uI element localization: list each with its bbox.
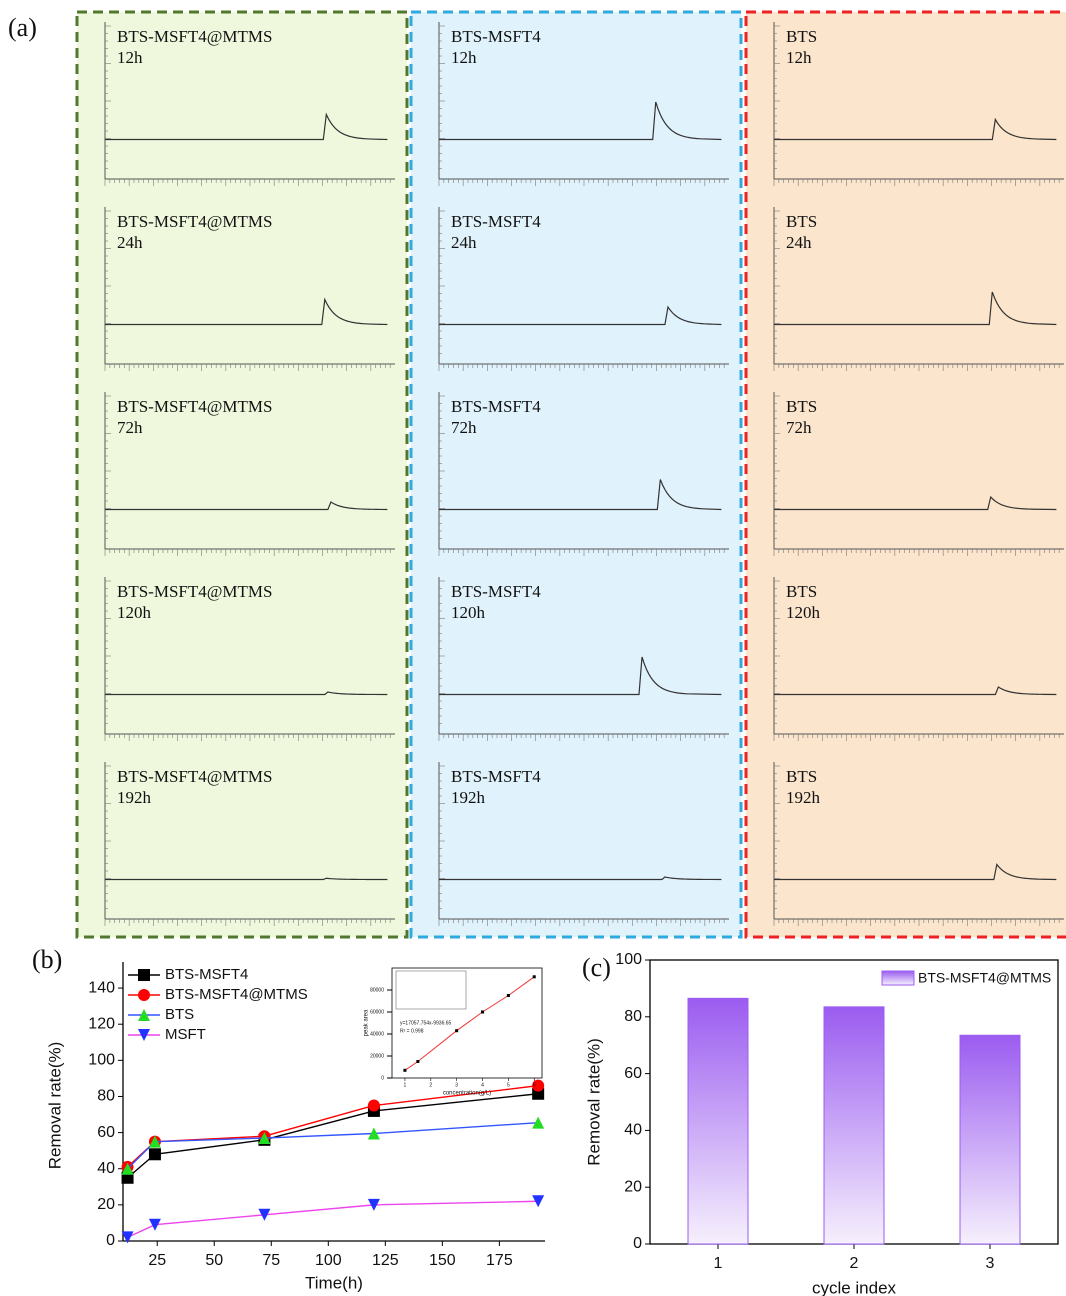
x-tick-label: 175 — [486, 1252, 513, 1269]
x-tick-label: 2 — [429, 1082, 432, 1088]
sample-time: 120h — [786, 603, 821, 622]
sample-time: 192h — [451, 788, 486, 807]
y-tick-label: 20 — [97, 1196, 115, 1213]
sample-name: BTS — [786, 212, 817, 231]
y-tick-label: 60000 — [370, 1009, 384, 1015]
x-tick-label: 125 — [372, 1252, 399, 1269]
x-tick-label: 6 — [533, 1082, 536, 1088]
y-tick-label: 20 — [624, 1178, 642, 1195]
x-tick-label: 1 — [714, 1255, 723, 1272]
legend-swatch — [882, 971, 914, 985]
bar — [960, 1035, 1020, 1244]
y-tick-label: 40000 — [370, 1031, 384, 1037]
legend-label: BTS-MSFT4 — [165, 966, 248, 983]
y-tick-label: 20000 — [370, 1053, 384, 1059]
y-tick-label: 80 — [624, 1008, 642, 1025]
x-tick-label: 5 — [507, 1082, 510, 1088]
legend-label: BTS — [165, 1006, 194, 1023]
sample-time: 192h — [117, 788, 152, 807]
x-tick-label: 50 — [205, 1252, 223, 1269]
y-tick-label: 40 — [97, 1160, 115, 1177]
sample-time: 12h — [786, 48, 812, 67]
y-axis-label: Removal rate(%) — [45, 1042, 64, 1170]
sample-time: 12h — [451, 48, 477, 67]
sample-time: 12h — [117, 48, 143, 67]
sample-name: BTS — [786, 397, 817, 416]
y-axis-label: Removal rate(%) — [584, 1038, 603, 1166]
inset-point — [416, 1060, 419, 1063]
y-tick-label: 0 — [633, 1235, 642, 1252]
sample-name: BTS-MSFT4 — [451, 397, 541, 416]
y-tick-label: 0 — [381, 1075, 384, 1081]
sample-name: BTS — [786, 582, 817, 601]
inset-x-label: concentration(g/L) — [443, 1091, 491, 1097]
inset-point — [481, 1011, 484, 1014]
x-tick-label: 100 — [315, 1252, 342, 1269]
legend-marker — [138, 969, 150, 981]
sample-time: 24h — [786, 233, 812, 252]
sample-name: BTS — [786, 767, 817, 786]
y-tick-label: 140 — [88, 979, 115, 996]
sample-name: BTS-MSFT4@MTMS — [117, 767, 272, 786]
inset-point — [403, 1069, 406, 1072]
x-axis-label: Time(h) — [305, 1273, 363, 1292]
sample-name: BTS-MSFT4 — [451, 582, 541, 601]
y-tick-label: 60 — [624, 1065, 642, 1082]
figure: (a) (b) (c) BTS-MSFT4@MTMS 12h BTS-MSFT4@M… — [0, 0, 1066, 1296]
sample-time: 120h — [117, 603, 152, 622]
sample-time: 72h — [451, 418, 477, 437]
y-tick-label: 100 — [615, 951, 642, 968]
sample-name: BTS-MSFT4 — [451, 212, 541, 231]
page: {"panel_labels": ["(a)", "(b)", "(c)"], … — [0, 0, 1066, 1296]
panel-label: (a) — [8, 13, 37, 42]
sample-name: BTS — [786, 27, 817, 46]
y-tick-label: 120 — [88, 1015, 115, 1032]
legend-label: BTS-MSFT4@MTMS — [918, 970, 1051, 986]
x-tick-label: 1 — [404, 1082, 407, 1088]
sample-name: BTS-MSFT4@MTMS — [117, 212, 272, 231]
panel-label: (b) — [32, 945, 62, 974]
y-tick-label: 80 — [97, 1088, 115, 1105]
sample-time: 72h — [117, 418, 143, 437]
y-tick-label: 100 — [88, 1052, 115, 1069]
x-tick-label: 3 — [986, 1255, 995, 1272]
x-tick-label: 4 — [481, 1082, 484, 1088]
sample-name: BTS-MSFT4 — [451, 767, 541, 786]
marker — [149, 1148, 161, 1160]
y-tick-label: 0 — [106, 1232, 115, 1249]
x-tick-label: 25 — [148, 1252, 166, 1269]
legend-label: MSFT — [165, 1026, 206, 1043]
x-tick-label: 75 — [262, 1252, 280, 1269]
sample-name: BTS-MSFT4 — [451, 27, 541, 46]
sample-time: 24h — [451, 233, 477, 252]
sample-name: BTS-MSFT4@MTMS — [117, 582, 272, 601]
sample-time: 192h — [786, 788, 821, 807]
x-axis-label: cycle index — [812, 1278, 897, 1296]
legend-marker — [138, 989, 150, 1001]
marker — [368, 1100, 380, 1112]
inset-annotation: y=17057.754x-9936.65 — [400, 1020, 452, 1026]
sample-name: BTS-MSFT4@MTMS — [117, 397, 272, 416]
inset-point — [455, 1029, 458, 1032]
panel-label: (c) — [582, 953, 611, 982]
inset-point — [507, 994, 510, 997]
x-tick-label: 3 — [455, 1082, 458, 1088]
x-tick-label: 150 — [429, 1252, 456, 1269]
bar — [688, 998, 748, 1244]
bar — [824, 1007, 884, 1244]
sample-time: 24h — [117, 233, 143, 252]
x-tick-label: 2 — [850, 1255, 859, 1272]
inset-point — [533, 975, 536, 978]
sample-time: 120h — [451, 603, 486, 622]
series-line — [128, 1123, 539, 1169]
inset-y-label: peak area — [364, 1009, 370, 1036]
legend-label: BTS-MSFT4@MTMS — [165, 986, 308, 1003]
y-tick-label: 80000 — [370, 987, 384, 993]
sample-time: 72h — [786, 418, 812, 437]
y-tick-label: 60 — [97, 1124, 115, 1141]
inset-annotation: R² = 0.998 — [400, 1028, 424, 1034]
series-line — [128, 1201, 539, 1237]
y-tick-label: 40 — [624, 1122, 642, 1139]
sample-name: BTS-MSFT4@MTMS — [117, 27, 272, 46]
